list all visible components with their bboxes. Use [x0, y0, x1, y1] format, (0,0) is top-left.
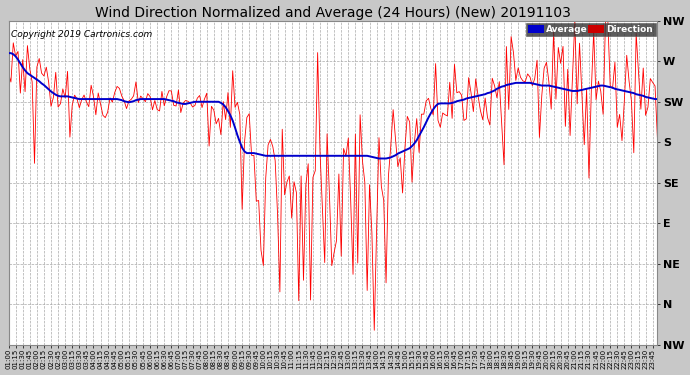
Title: Wind Direction Normalized and Average (24 Hours) (New) 20191103: Wind Direction Normalized and Average (2… [95, 6, 571, 20]
Legend: Average, Direction: Average, Direction [526, 22, 656, 36]
Text: Copyright 2019 Cartronics.com: Copyright 2019 Cartronics.com [10, 30, 152, 39]
